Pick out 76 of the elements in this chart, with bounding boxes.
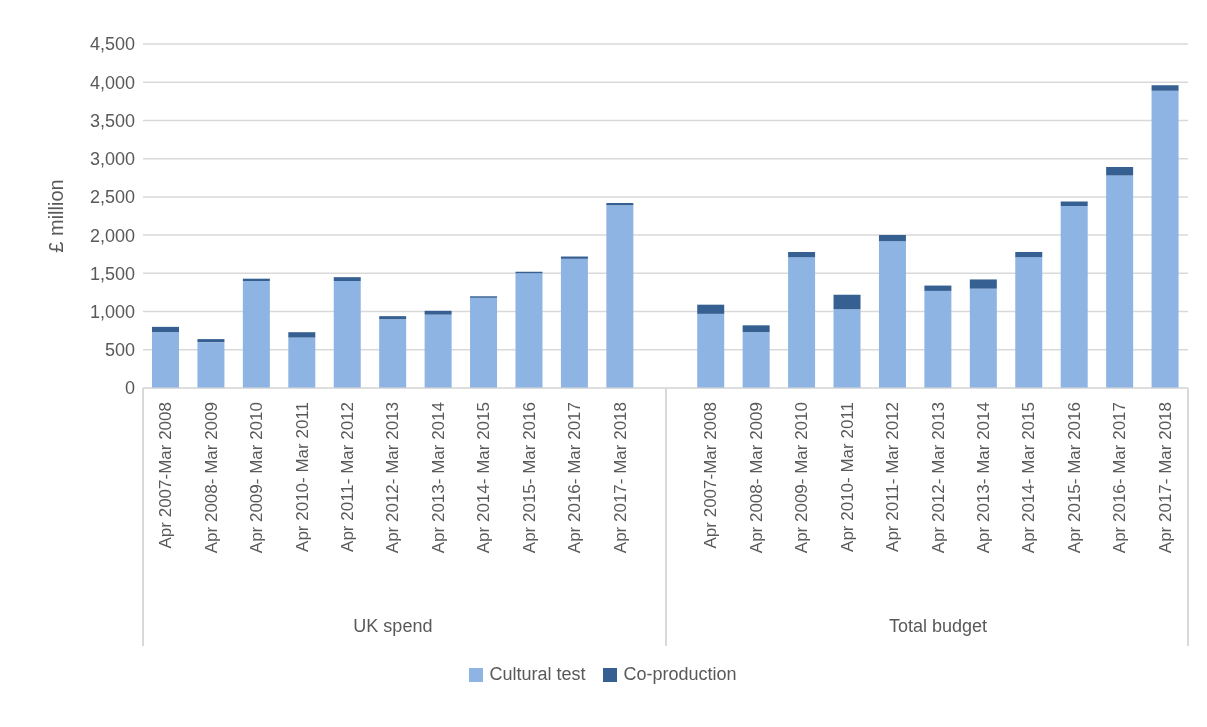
bar [742,332,770,388]
bar [697,304,725,314]
x-tick-label: Apr 2010- Mar 2011 [292,402,312,552]
bar [515,273,543,388]
x-tick-label: Apr 2017- Mar 2018 [610,402,630,554]
bar [1106,175,1134,388]
x-tick-label: Apr 2013- Mar 2014 [974,402,994,554]
bar [697,313,725,388]
bar [833,294,861,310]
bar [878,235,906,242]
y-tick-label: 1,500 [89,263,135,284]
x-tick-label: Apr 2016- Mar 2017 [565,402,585,554]
y-tick-label: 2,500 [89,187,135,208]
bar [788,257,816,388]
x-tick-label: Apr 2016- Mar 2017 [1110,402,1130,554]
text: Total budget [888,616,989,637]
bar [152,332,179,388]
bar [197,339,225,343]
x-tick-label: Apr 2017- Mar 2018 [1155,402,1175,554]
text: UK spend [352,616,434,637]
y-tick-label: 4,000 [89,72,135,93]
bar [924,285,952,291]
bar [333,277,361,281]
x-tick-label: Apr 2007-Mar 2008 [156,402,176,549]
bar [1060,206,1088,388]
bar [969,288,997,388]
y-axis-title: £ million [45,179,68,253]
legend-label: Co-production [622,664,737,685]
x-tick-label: Apr 2011- Mar 2012 [883,402,903,552]
y-tick-label: 3,500 [89,110,135,131]
x-tick-label: Apr 2012- Mar 2013 [383,402,403,554]
bar [424,314,452,388]
bar [470,297,498,388]
x-tick-label: Apr 2012- Mar 2013 [928,402,948,554]
y-tick-label: 500 [104,340,135,361]
legend-label: Cultural test [488,664,586,685]
x-tick-label: Apr 2009- Mar 2010 [247,402,267,554]
y-tick-label: 3,000 [89,149,135,170]
bar [288,337,316,388]
x-tick-label: Apr 2010- Mar 2011 [837,402,857,552]
bar [288,332,316,338]
bar [379,319,407,388]
x-tick-label: Apr 2008- Mar 2009 [201,402,221,554]
bar [1015,251,1043,258]
bar [969,279,997,289]
bar [742,325,770,333]
bar [606,205,634,388]
x-tick-label: Apr 2013- Mar 2014 [428,402,448,554]
x-tick-label: Apr 2014- Mar 2015 [1019,402,1039,554]
bar [424,310,452,315]
y-tick-label: 1,000 [89,301,135,322]
bar [1151,85,1179,91]
x-tick-label: Apr 2014- Mar 2015 [474,402,494,554]
bar [878,241,906,388]
bar [242,280,270,388]
bar [1151,90,1179,388]
x-tick-label: Apr 2009- Mar 2010 [792,402,812,554]
bar [197,342,225,388]
bar [924,290,952,388]
x-tick-label: Apr 2007-Mar 2008 [701,402,721,549]
bar [379,316,407,320]
bar [152,326,179,333]
bar [1106,167,1134,176]
x-tick-label: Apr 2015- Mar 2016 [519,402,539,554]
bar [333,280,361,388]
bar [1060,201,1088,207]
y-tick-label: 4,500 [89,34,135,55]
bar [1015,257,1043,388]
x-tick-label: Apr 2015- Mar 2016 [1064,402,1084,554]
bar [560,258,588,388]
x-tick-label: Apr 2008- Mar 2009 [746,402,766,554]
bar [833,309,861,388]
x-tick-label: Apr 2011- Mar 2012 [337,402,357,552]
y-tick-label: 2,000 [89,225,135,246]
y-tick-label: 0 [124,378,135,399]
bar [788,251,816,258]
